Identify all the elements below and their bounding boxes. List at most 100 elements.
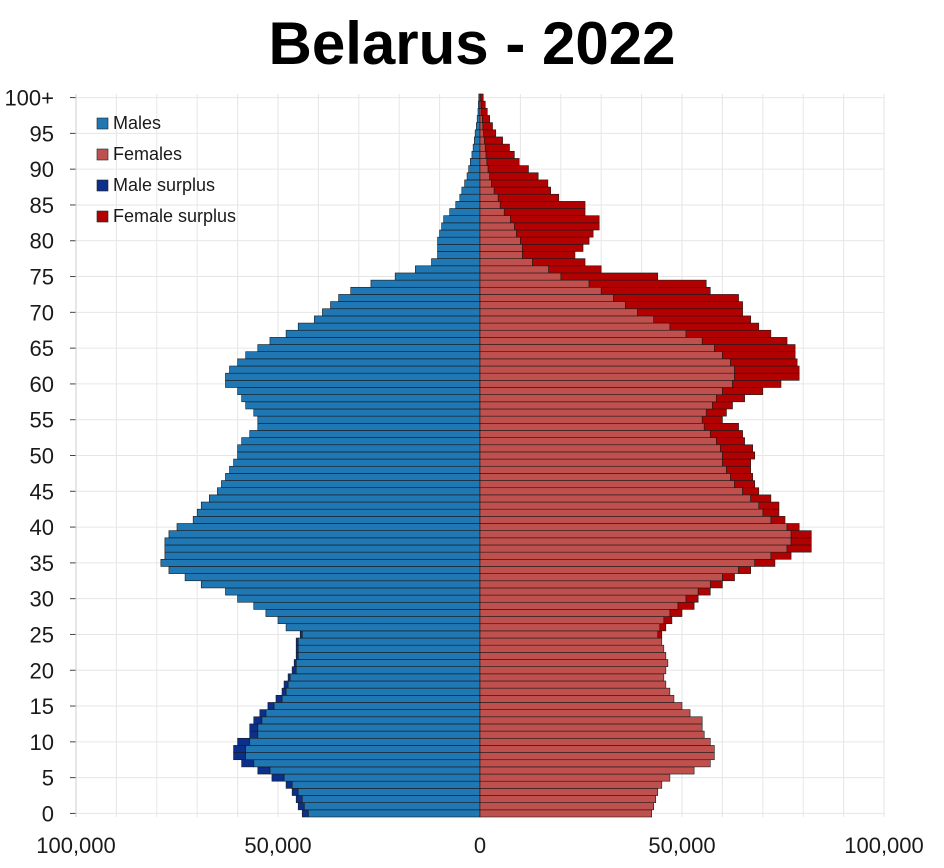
bar-female-surplus-age-82	[514, 222, 600, 231]
bar-females-age-35	[479, 558, 756, 567]
bar-females-age-86	[479, 193, 499, 202]
bar-females-age-21	[479, 659, 669, 667]
bar-males-age-13	[261, 716, 481, 725]
bar-male-surplus-age-12	[249, 723, 259, 732]
y-tick-label: 30	[30, 587, 54, 612]
bar-female-surplus-age-37	[786, 544, 812, 553]
bar-female-surplus-age-98	[481, 108, 488, 116]
bar-males-age-94	[474, 136, 481, 145]
bar-males-age-92	[471, 150, 481, 159]
bar-males-age-54	[257, 422, 481, 431]
bar-males-age-67	[285, 329, 481, 338]
bar-male-surplus-age-13	[253, 716, 263, 725]
y-tick-label: 70	[30, 300, 54, 325]
bar-females-age-59	[479, 387, 723, 395]
bar-females-age-68	[479, 322, 671, 331]
bar-males-age-69	[314, 315, 481, 324]
bar-female-surplus-age-49	[722, 458, 751, 467]
bar-females-age-83	[479, 215, 511, 224]
bar-male-surplus-age-15	[267, 702, 275, 710]
bar-females-age-80	[479, 236, 521, 245]
bar-female-surplus-age-51	[720, 444, 754, 453]
bar-males-age-18	[287, 680, 481, 689]
bar-female-surplus-age-86	[497, 193, 560, 202]
bar-female-surplus-age-71	[625, 301, 743, 310]
bar-females-age-24	[479, 637, 663, 646]
bar-males-age-34	[168, 566, 481, 574]
bar-males-age-45	[217, 487, 481, 496]
bar-males-age-89	[466, 172, 481, 181]
bar-females-age-8	[479, 752, 715, 761]
bar-males-age-10	[249, 737, 481, 746]
bar-females-age-41	[479, 516, 772, 524]
bar-males-age-58	[241, 394, 481, 403]
bar-male-surplus-age-5	[271, 773, 285, 782]
bar-females-age-37	[479, 544, 788, 553]
bar-females-age-94	[479, 136, 485, 145]
bar-females-age-28	[479, 609, 671, 617]
bar-female-surplus-age-69	[653, 315, 751, 324]
bar-female-surplus-age-27	[663, 616, 673, 625]
bar-females-age-14	[479, 709, 691, 718]
y-tick-label: 0	[42, 801, 54, 826]
bar-males-age-16	[281, 695, 481, 703]
bar-males-age-64	[245, 351, 481, 360]
bar-females-age-19	[479, 673, 665, 682]
x-tick-label: 100,000	[844, 833, 924, 858]
bar-female-surplus-age-41	[770, 516, 786, 524]
bar-male-surplus-age-17	[281, 687, 287, 696]
bar-males-age-4	[291, 780, 481, 789]
legend-label-females: Females	[113, 144, 182, 164]
bar-females-age-48	[479, 465, 727, 474]
bar-male-surplus-age-4	[285, 780, 293, 789]
bar-males-age-5	[283, 773, 481, 782]
bar-females-age-50	[479, 451, 723, 460]
bar-males-age-98	[477, 108, 481, 116]
bar-males-age-50	[237, 451, 481, 460]
bar-males-age-38	[164, 537, 481, 546]
y-tick-label: 65	[30, 336, 54, 361]
bar-males-age-63	[237, 358, 481, 367]
bar-females-age-58	[479, 394, 717, 403]
bar-females-age-29	[479, 601, 679, 610]
bar-males-age-33	[184, 573, 481, 582]
bar-female-surplus-age-57	[711, 401, 733, 410]
bar-female-surplus-age-58	[716, 394, 745, 403]
bar-male-surplus-age-0	[301, 809, 309, 818]
bar-female-surplus-age-80	[520, 236, 590, 245]
bar-females-age-40	[479, 523, 788, 531]
bar-female-surplus-age-81	[516, 229, 594, 238]
bar-males-age-8	[245, 752, 481, 761]
bar-female-surplus-age-78	[522, 251, 576, 259]
bar-males-age-1	[303, 802, 481, 811]
bar-female-surplus-age-65	[714, 344, 796, 353]
bar-males-age-20	[295, 666, 481, 675]
bar-male-surplus-age-21	[293, 659, 297, 667]
bar-female-surplus-age-60	[732, 380, 782, 388]
bar-female-surplus-age-52	[716, 437, 745, 446]
bar-female-surplus-age-44	[750, 494, 772, 503]
bar-female-surplus-age-45	[742, 487, 760, 496]
legend-swatch-female-surplus	[96, 210, 109, 223]
bar-males-age-9	[245, 745, 481, 753]
bar-males-age-59	[237, 387, 481, 395]
y-tick-label: 90	[30, 157, 54, 182]
bar-males-age-15	[273, 702, 481, 710]
bar-females-age-56	[479, 408, 707, 417]
bar-males-age-2	[301, 795, 481, 803]
bar-male-surplus-age-24	[295, 637, 299, 646]
bar-male-surplus-age-9	[233, 745, 246, 753]
bar-females-age-52	[479, 437, 717, 446]
bar-males-age-0	[307, 809, 481, 818]
bar-females-age-0	[479, 809, 652, 818]
bar-female-surplus-age-64	[722, 351, 796, 360]
bar-females-age-34	[479, 566, 739, 574]
bar-males-age-83	[443, 215, 481, 224]
bar-males-age-55	[257, 415, 481, 424]
bar-females-age-82	[479, 222, 515, 231]
bar-females-age-57	[479, 401, 713, 410]
bar-female-surplus-age-61	[734, 372, 800, 381]
bar-female-surplus-age-36	[770, 551, 792, 560]
bar-females-age-76	[479, 265, 549, 274]
x-tick-label: 0	[474, 833, 486, 858]
